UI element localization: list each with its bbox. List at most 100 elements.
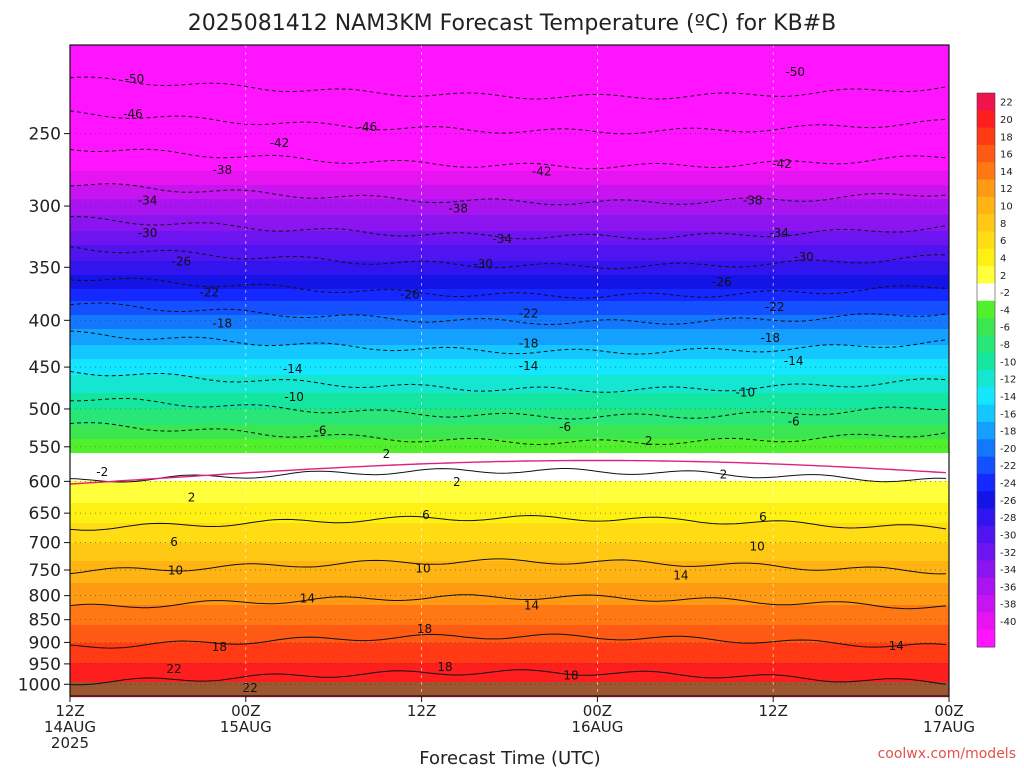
contour-label: -30 bbox=[138, 226, 158, 240]
colorbar: 22 20 18 16 14 12 10 8 6 4 2 -2 -4 -6 -8 -10 -12 -14 -16 -1… bbox=[976, 92, 1016, 648]
temperature-band bbox=[70, 333, 949, 336]
temperature-band bbox=[70, 557, 949, 560]
y-tick-label: 300 bbox=[29, 197, 61, 217]
temperature-band bbox=[70, 481, 949, 484]
contour-label: -42 bbox=[270, 136, 290, 150]
temperature-band bbox=[70, 461, 949, 464]
temperature-band bbox=[70, 575, 949, 578]
temperature-band bbox=[70, 95, 949, 98]
temperature-band bbox=[70, 573, 949, 576]
temperature-band bbox=[70, 571, 949, 574]
colorbar-swatch bbox=[977, 283, 995, 302]
temperature-band bbox=[70, 377, 949, 380]
colorbar-tick-label: -22 bbox=[1000, 461, 1016, 472]
temperature-band bbox=[70, 181, 949, 184]
temperature-band bbox=[70, 365, 949, 368]
temperature-band bbox=[70, 235, 949, 238]
temperature-band bbox=[70, 409, 949, 412]
temperature-band bbox=[70, 419, 949, 422]
temperature-band bbox=[70, 273, 949, 276]
temperature-band bbox=[70, 209, 949, 212]
temperature-band bbox=[70, 311, 949, 314]
temperature-band bbox=[70, 135, 949, 138]
colorbar-swatch bbox=[977, 508, 995, 527]
temperature-band bbox=[70, 125, 949, 128]
temperature-band bbox=[70, 161, 949, 164]
contour-label: 6 bbox=[170, 535, 178, 549]
temperature-band bbox=[70, 497, 949, 500]
temperature-band bbox=[70, 239, 949, 242]
colorbar-frame bbox=[976, 92, 996, 648]
temperature-band bbox=[70, 393, 949, 396]
contour-label: -6 bbox=[788, 414, 800, 428]
temperature-band bbox=[70, 295, 949, 298]
temperature-band bbox=[70, 435, 949, 438]
colorbar-tick-label: -8 bbox=[1000, 340, 1010, 351]
temperature-band bbox=[70, 261, 949, 264]
temperature-band bbox=[70, 565, 949, 568]
temperature-band bbox=[70, 65, 949, 68]
temperature-band bbox=[70, 541, 949, 544]
temperature-band bbox=[70, 465, 949, 468]
temperature-band bbox=[70, 395, 949, 398]
temperature-band bbox=[70, 511, 949, 514]
contour-label: -46 bbox=[123, 107, 143, 121]
temperature-band bbox=[70, 659, 949, 662]
contour-line-14 bbox=[69, 594, 947, 610]
temperature-band bbox=[70, 305, 949, 308]
temperature-band bbox=[70, 539, 949, 542]
y-tick-label: 500 bbox=[29, 400, 61, 420]
temperature-band bbox=[70, 595, 949, 598]
temperature-band bbox=[70, 301, 949, 304]
colorbar-swatch bbox=[977, 214, 995, 232]
temperature-band bbox=[70, 587, 949, 590]
temperature-band bbox=[70, 403, 949, 406]
temperature-band bbox=[70, 343, 949, 346]
colorbar-swatch bbox=[977, 352, 995, 371]
temperature-band bbox=[70, 447, 949, 450]
contour-label: -34 bbox=[769, 226, 789, 240]
temperature-band bbox=[70, 267, 949, 270]
temperature-band bbox=[70, 217, 949, 220]
colorbar-swatch bbox=[977, 560, 995, 579]
contour-label: 10 bbox=[415, 561, 430, 575]
temperature-band bbox=[70, 77, 949, 80]
temperature-band bbox=[70, 345, 949, 348]
temperature-band bbox=[70, 673, 949, 676]
colorbar-swatch bbox=[977, 110, 995, 129]
temperature-band bbox=[70, 105, 949, 108]
temperature-band bbox=[70, 123, 949, 126]
contour-label: -42 bbox=[532, 164, 552, 178]
temperature-band bbox=[70, 87, 949, 90]
temperature-band bbox=[70, 495, 949, 498]
temperature-band bbox=[70, 197, 949, 200]
colorbar-tick-label: 6 bbox=[1000, 236, 1006, 247]
contour-label: -26 bbox=[400, 288, 420, 302]
temperature-band bbox=[70, 193, 949, 196]
temperature-band bbox=[70, 455, 949, 458]
contour-label: 2 bbox=[453, 475, 461, 489]
temperature-band bbox=[70, 47, 949, 50]
contour-label: -26 bbox=[172, 255, 192, 269]
temperature-band bbox=[70, 429, 949, 432]
temperature-band bbox=[70, 145, 949, 148]
colorbar-swatch bbox=[977, 162, 995, 181]
temperature-band bbox=[70, 213, 949, 216]
temperature-band bbox=[70, 563, 949, 566]
temperature-band bbox=[70, 211, 949, 214]
temperature-band bbox=[70, 581, 949, 584]
temperature-band bbox=[70, 335, 949, 338]
contour-label: 14 bbox=[300, 592, 315, 606]
temperature-band bbox=[70, 263, 949, 266]
temperature-band bbox=[70, 677, 949, 680]
temperature-band bbox=[70, 353, 949, 356]
temperature-band bbox=[70, 503, 949, 506]
temperature-band bbox=[70, 451, 949, 454]
temperature-band bbox=[70, 415, 949, 418]
temperature-band bbox=[70, 341, 949, 344]
colorbar-tick-label: -30 bbox=[1000, 530, 1016, 541]
temperature-band bbox=[70, 549, 949, 552]
temperature-band bbox=[70, 141, 949, 144]
temperature-band bbox=[70, 475, 949, 478]
